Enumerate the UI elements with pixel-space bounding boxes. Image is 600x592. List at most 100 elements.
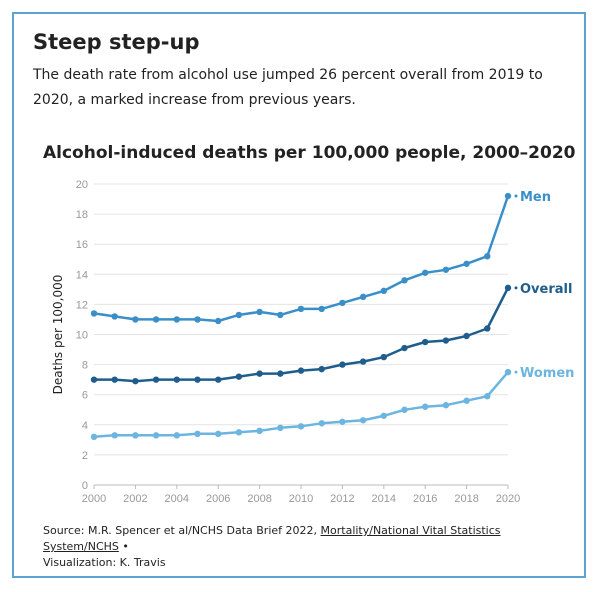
x-tick-label: 2018 xyxy=(454,493,478,505)
data-point-overall xyxy=(318,365,325,373)
x-tick-label: 2000 xyxy=(82,493,106,505)
data-point-women xyxy=(401,406,408,413)
data-point-overall xyxy=(111,376,118,383)
data-point-men xyxy=(277,311,284,319)
data-point-overall xyxy=(380,353,387,361)
data-point-women xyxy=(194,430,201,438)
data-point-men xyxy=(297,305,305,313)
data-point-women xyxy=(359,417,367,424)
data-point-men xyxy=(442,266,450,273)
x-tick-label: 2004 xyxy=(165,493,189,505)
data-point-women xyxy=(132,432,139,439)
x-tick-label: 2006 xyxy=(206,493,230,505)
data-point-overall xyxy=(504,284,512,292)
legend-dot-men xyxy=(514,194,518,198)
data-point-women xyxy=(111,432,118,439)
data-point-overall xyxy=(484,325,491,332)
page-title: Steep step-up xyxy=(33,30,200,54)
series-line-men xyxy=(93,195,510,323)
data-point-men xyxy=(422,269,429,276)
y-tick-label: 20 xyxy=(76,179,88,191)
data-point-women xyxy=(463,397,470,404)
x-tick-label: 2020 xyxy=(496,493,520,505)
data-point-overall xyxy=(359,358,367,365)
legend-dot-women xyxy=(514,370,518,374)
x-tick-label: 2008 xyxy=(247,493,271,505)
data-point-men xyxy=(235,311,243,319)
data-point-overall xyxy=(90,376,98,383)
data-point-overall xyxy=(152,376,160,383)
x-tick-label: 2012 xyxy=(330,493,354,505)
x-tick-label: 2010 xyxy=(289,493,313,505)
data-point-women xyxy=(484,393,491,400)
data-point-men xyxy=(173,316,180,323)
y-tick-label: 2 xyxy=(82,450,88,462)
data-point-overall xyxy=(194,376,201,383)
y-tick-label: 14 xyxy=(76,269,88,281)
y-tick-label: 16 xyxy=(76,239,88,251)
data-point-men xyxy=(463,260,470,267)
data-point-women xyxy=(215,430,222,438)
data-point-overall xyxy=(401,344,408,352)
legend-dot-overall xyxy=(514,286,518,290)
x-tick-label: 2014 xyxy=(372,493,396,505)
page-subtitle: The death rate from alcohol use jumped 2… xyxy=(33,67,543,108)
x-tick-label: 2002 xyxy=(123,493,147,505)
data-point-men xyxy=(484,253,491,260)
data-point-women xyxy=(380,412,387,419)
source-bullet: • xyxy=(118,540,129,553)
data-point-women xyxy=(297,423,305,430)
data-point-overall xyxy=(463,332,470,340)
series-label-overall: Overall xyxy=(520,282,572,297)
data-point-women xyxy=(277,424,284,432)
data-point-men xyxy=(215,317,222,325)
chart-title: Alcohol-induced deaths per 100,000 peopl… xyxy=(43,143,576,163)
data-point-men xyxy=(256,308,263,316)
data-point-women xyxy=(339,418,346,425)
data-point-men xyxy=(194,316,201,323)
source-link[interactable]: Mortality/National Vital Statistics Syst… xyxy=(43,524,501,553)
data-point-women xyxy=(90,433,98,441)
y-axis-label: Deaths per 100,000 xyxy=(51,275,65,395)
data-point-overall xyxy=(173,376,180,383)
series-label-women: Women xyxy=(520,366,574,381)
data-point-overall xyxy=(339,361,346,368)
figure-frame xyxy=(12,12,586,578)
y-tick-label: 8 xyxy=(82,360,88,372)
y-tick-label: 10 xyxy=(76,330,88,342)
source-text: Source: M.R. Spencer et al/NCHS Data Bri… xyxy=(43,524,321,537)
data-point-women xyxy=(173,432,180,439)
data-point-overall xyxy=(442,337,450,344)
data-point-overall xyxy=(277,370,284,377)
data-point-women xyxy=(318,420,325,427)
y-tick-label: 6 xyxy=(82,390,88,402)
data-point-men xyxy=(152,316,160,323)
data-point-women xyxy=(422,403,429,410)
y-tick-label: 0 xyxy=(82,480,88,492)
data-point-men xyxy=(504,192,512,200)
data-point-overall xyxy=(132,377,139,385)
data-point-overall xyxy=(422,338,429,346)
data-point-overall xyxy=(297,367,305,374)
data-point-women xyxy=(256,427,263,435)
series-label-men: Men xyxy=(520,190,551,205)
x-tick-label: 2016 xyxy=(413,493,437,505)
data-point-men xyxy=(359,293,367,301)
data-point-men xyxy=(401,277,408,284)
data-point-overall xyxy=(215,376,222,383)
data-point-men xyxy=(339,299,346,307)
data-point-overall xyxy=(235,373,243,380)
y-tick-label: 18 xyxy=(76,209,88,221)
data-point-women xyxy=(504,368,512,376)
data-point-women xyxy=(442,402,450,409)
data-point-men xyxy=(90,310,98,317)
data-point-women xyxy=(152,432,160,439)
data-point-overall xyxy=(256,370,263,377)
visualization-credit: Visualization: K. Travis xyxy=(43,556,166,569)
y-tick-label: 12 xyxy=(76,299,88,311)
data-point-men xyxy=(132,316,139,323)
source-note: Source: M.R. Spencer et al/NCHS Data Bri… xyxy=(43,523,563,571)
data-point-men xyxy=(318,305,325,313)
data-point-men xyxy=(111,313,118,320)
